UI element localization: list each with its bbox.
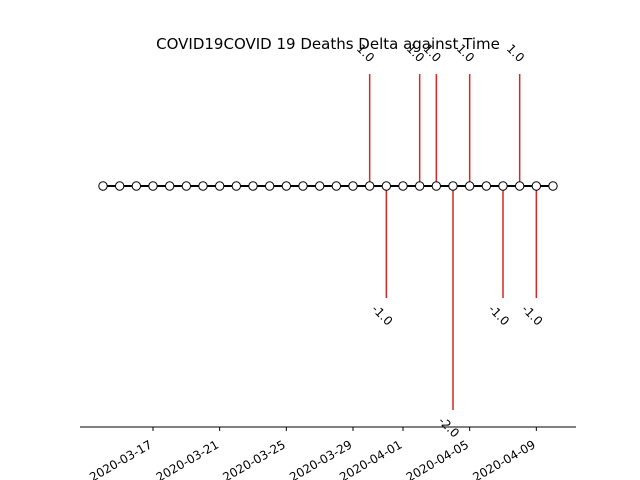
date-marker [531, 181, 542, 191]
date-marker [181, 181, 192, 191]
x-tick-label: 2020-04-05 [404, 437, 471, 480]
date-marker [331, 181, 342, 191]
date-marker [164, 181, 175, 191]
value-labels-layer: 1.0-1.01.01.0-2.01.0-1.01.0-1.0 [354, 41, 546, 440]
x-tick-label: 2020-03-21 [154, 437, 221, 480]
date-marker [514, 181, 525, 191]
date-marker [381, 181, 392, 191]
date-marker [314, 181, 325, 191]
value-label: -1.0 [369, 302, 395, 328]
x-tick-label: 2020-03-17 [87, 437, 154, 480]
markers-layer [98, 181, 558, 191]
stems-layer [368, 74, 538, 410]
date-marker [414, 181, 425, 191]
date-marker [298, 181, 308, 191]
date-marker [481, 181, 492, 191]
date-marker [281, 181, 292, 191]
date-marker [498, 181, 508, 191]
date-marker [148, 181, 158, 191]
x-tick-label: 2020-04-09 [470, 437, 537, 480]
date-marker [248, 181, 258, 191]
date-marker [131, 181, 142, 191]
date-marker [348, 181, 358, 191]
date-marker [431, 181, 442, 191]
date-marker [198, 181, 208, 191]
value-label: -1.0 [519, 302, 545, 328]
x-tick-label: 2020-03-25 [220, 437, 287, 480]
date-marker [98, 181, 108, 191]
date-marker [264, 181, 275, 191]
date-marker [231, 181, 242, 191]
value-label: -2.0 [436, 414, 462, 440]
date-marker [448, 181, 458, 191]
x-ticks-layer: 2020-03-17 2020-03-21 2020-03-25 2020-03-29… [87, 427, 538, 480]
date-marker [464, 181, 475, 191]
date-marker [364, 181, 375, 191]
value-label: 1.0 [504, 41, 527, 64]
date-marker [214, 181, 225, 191]
date-marker [114, 181, 125, 191]
date-marker [548, 181, 558, 191]
value-label: -1.0 [486, 302, 512, 328]
chart-title: COVID19COVID 19 Deaths Delta against Tim… [156, 35, 500, 53]
date-marker [398, 181, 408, 191]
